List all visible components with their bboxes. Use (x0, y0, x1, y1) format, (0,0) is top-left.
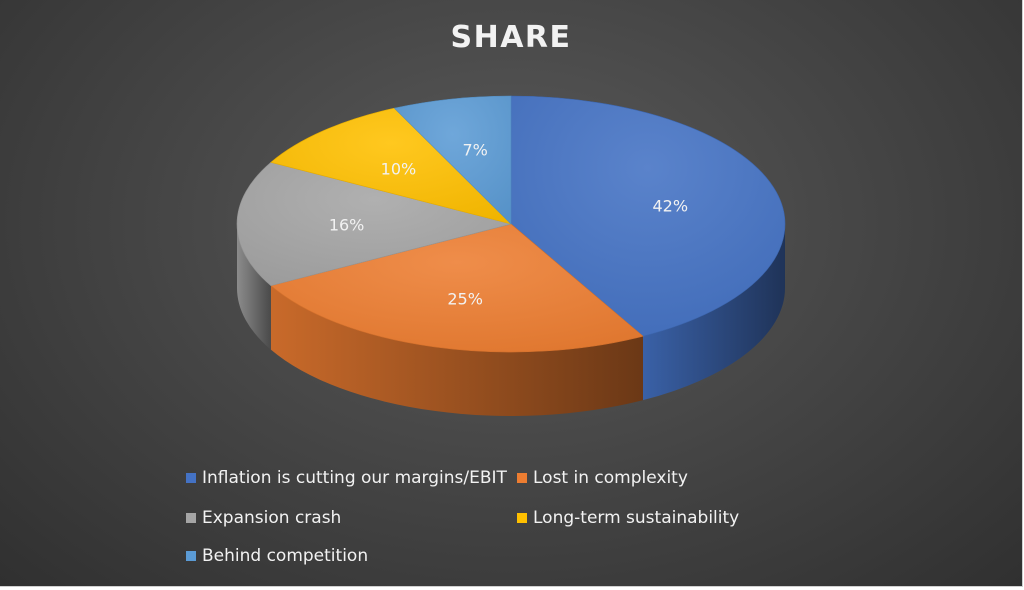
legend-label: Lost in complexity (533, 468, 688, 488)
pie-slice-behind-competition[interactable] (393, 95, 512, 225)
legend-item-inflation-is-cutting-our-margins-ebit[interactable]: Inflation is cutting our margins/EBIT (186, 468, 507, 488)
chart-title: SHARE (450, 20, 572, 55)
legend-swatch (517, 513, 527, 523)
pie-side-expansion-crash (237, 224, 271, 350)
legend-item-lost-in-complexity[interactable]: Lost in complexity (517, 468, 688, 488)
pie-slice-expansion-crash[interactable] (236, 162, 512, 286)
legend-label: Expansion crash (202, 508, 342, 528)
legend-label: Inflation is cutting our margins/EBIT (202, 468, 507, 488)
legend-swatch (186, 473, 196, 483)
data-label-behind-competition: 7% (462, 141, 487, 160)
data-label-inflation-is-cutting-our-margins-ebit: 42% (652, 196, 688, 215)
pie-slice-long-term-sustainability[interactable] (270, 107, 512, 225)
data-label-lost-in-complexity: 25% (447, 289, 483, 308)
pie-slice-inflation-is-cutting-our-margins-ebit[interactable] (510, 95, 786, 337)
data-label-long-term-sustainability: 10% (381, 160, 417, 179)
legend-item-expansion-crash[interactable]: Expansion crash (186, 508, 341, 528)
legend-swatch (517, 473, 527, 483)
data-label-expansion-crash: 16% (329, 216, 365, 235)
pie-side-inflation-is-cutting-our-margins-ebit (643, 224, 785, 401)
legend-swatch (186, 551, 196, 561)
legend-label: Behind competition (202, 546, 369, 566)
legend-item-long-term-sustainability[interactable]: Long-term sustainability (517, 508, 739, 528)
legend-swatch (186, 513, 196, 523)
legend-item-behind-competition[interactable]: Behind competition (186, 546, 368, 566)
legend-label: Long-term sustainability (533, 508, 740, 528)
pie-slice-lost-in-complexity[interactable] (270, 223, 644, 353)
pie-side-lost-in-complexity (270, 285, 644, 416)
